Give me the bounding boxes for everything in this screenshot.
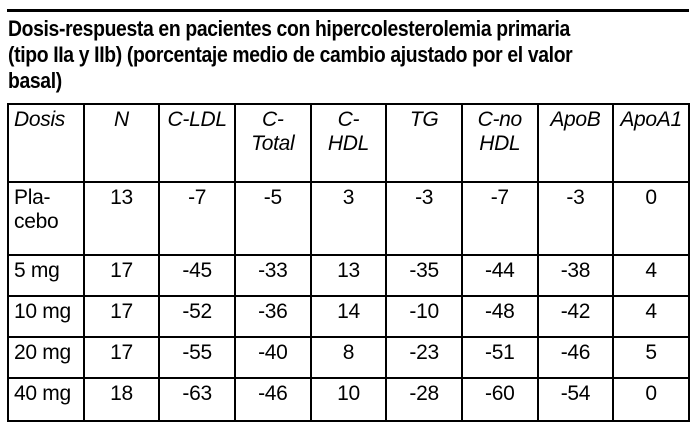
row-label: Pla- cebo: [7, 181, 85, 256]
table-row: 20 mg 17 -55 -40 8 -23 -51 -46 5: [7, 336, 690, 379]
table-cell: -55: [158, 336, 236, 379]
table-cell: 13: [82, 181, 161, 256]
row-label: 40 mg: [7, 377, 85, 422]
table-cell: -40: [233, 336, 312, 379]
table-cell: -63: [158, 377, 236, 422]
table-cell: -46: [536, 336, 615, 379]
table-cell: -51: [460, 336, 539, 379]
column-header: TG: [385, 103, 463, 183]
table-cell: 14: [309, 295, 388, 338]
table-cell: -3: [385, 181, 463, 256]
table-cell: 17: [82, 254, 161, 297]
row-label: 10 mg: [7, 295, 85, 338]
table-cell: -3: [536, 181, 615, 256]
column-header: C- Total: [233, 103, 312, 183]
column-header: ApoA1: [612, 103, 690, 183]
table-cell: -42: [536, 295, 615, 338]
table-cell: -52: [158, 295, 236, 338]
table-cell: -36: [233, 295, 312, 338]
table-cell: 4: [612, 295, 690, 338]
table-cell: 0: [612, 377, 690, 422]
table-cell: 8: [309, 336, 388, 379]
page-title: Dosis-respuesta en pacientes con hiperco…: [8, 16, 573, 93]
table-cell: 10: [309, 377, 388, 422]
table-row: 5 mg 17 -45 -33 13 -35 -44 -38 4: [7, 254, 690, 297]
table-cell: -28: [385, 377, 463, 422]
header-row: Dosis N C-LDL C- Total C- HDL TG C-no HDL ApoB A…: [7, 103, 690, 183]
table-cell: -44: [460, 254, 539, 297]
table-cell: -54: [536, 377, 615, 422]
table-cell: 17: [82, 295, 161, 338]
table-cell: -10: [385, 295, 463, 338]
table-cell: -23: [385, 336, 463, 379]
column-header: C-no HDL: [460, 103, 539, 183]
row-label: 20 mg: [7, 336, 85, 379]
column-header: ApoB: [536, 103, 615, 183]
table-header: Dosis N C-LDL C- Total C- HDL TG C-no HDL ApoB A…: [7, 103, 690, 183]
table-cell: 3: [309, 181, 388, 256]
table-cell: 18: [82, 377, 161, 422]
column-header: Dosis: [7, 103, 85, 183]
table-body: Pla- cebo 13 -7 -5 3 -3 -7 -3 0 5 mg 17 -45 -33 13 -35…: [7, 181, 690, 422]
column-header: N: [82, 103, 161, 183]
table-cell: -38: [536, 254, 615, 297]
table-cell: -7: [158, 181, 236, 256]
table-cell: -45: [158, 254, 236, 297]
table-row: 10 mg 17 -52 -36 14 -10 -48 -42 4: [7, 295, 690, 338]
table-cell: -48: [460, 295, 539, 338]
table-cell: -5: [233, 181, 312, 256]
table-cell: 5: [612, 336, 690, 379]
table-cell: -33: [233, 254, 312, 297]
table-row: Pla- cebo 13 -7 -5 3 -3 -7 -3 0: [7, 181, 690, 256]
table-cell: -46: [233, 377, 312, 422]
table-cell: 0: [612, 181, 690, 256]
column-header: C-LDL: [158, 103, 236, 183]
row-label: 5 mg: [7, 254, 85, 297]
table-row: 40 mg 18 -63 -46 10 -28 -60 -54 0: [7, 377, 690, 422]
dose-response-table: Dosis N C-LDL C- Total C- HDL TG C-no HDL ApoB A…: [7, 103, 690, 422]
table-cell: 4: [612, 254, 690, 297]
table-cell: 17: [82, 336, 161, 379]
table-cell: 13: [309, 254, 388, 297]
column-header: C- HDL: [309, 103, 388, 183]
table-cell: -35: [385, 254, 463, 297]
table-cell: -60: [460, 377, 539, 422]
top-rule-divider: [7, 9, 689, 12]
table-cell: -7: [460, 181, 539, 256]
